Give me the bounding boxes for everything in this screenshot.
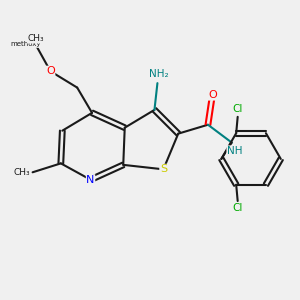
- Text: O: O: [46, 66, 55, 76]
- Text: N: N: [86, 175, 95, 185]
- Text: Cl: Cl: [232, 104, 243, 114]
- Text: CH₃: CH₃: [27, 34, 44, 43]
- Text: NH: NH: [227, 146, 242, 156]
- Text: Cl: Cl: [232, 203, 243, 213]
- Text: NH₂: NH₂: [149, 69, 169, 79]
- Text: S: S: [160, 164, 167, 174]
- Text: methoxy: methoxy: [10, 41, 40, 47]
- Text: O: O: [208, 90, 217, 100]
- Text: CH₃: CH₃: [14, 168, 31, 177]
